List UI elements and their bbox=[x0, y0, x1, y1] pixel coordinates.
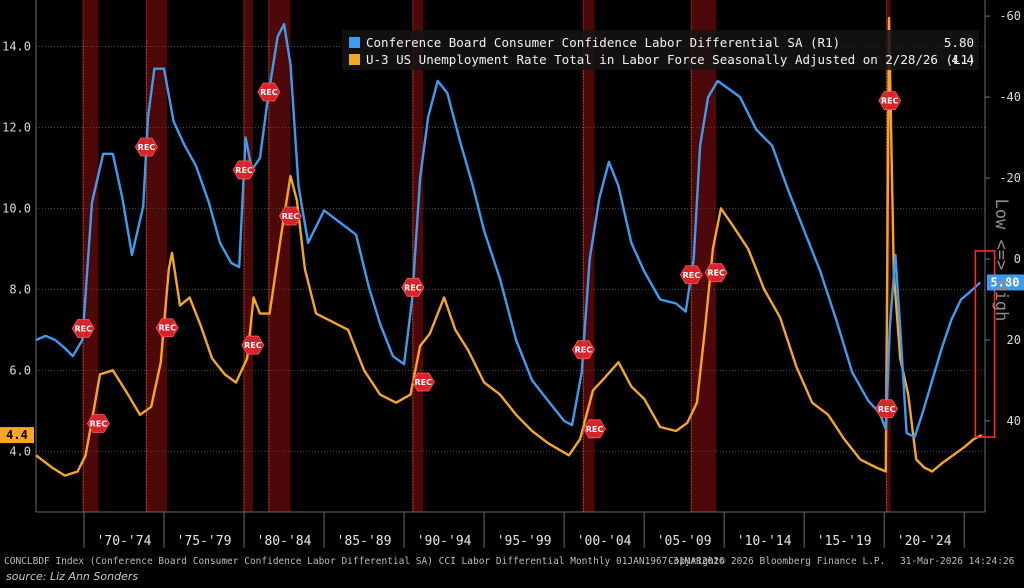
left-last-value-label: 4.4 bbox=[6, 428, 28, 442]
right-axis-rotated-label: Low <=> High bbox=[991, 199, 1011, 322]
right-last-value-tag bbox=[987, 274, 1024, 291]
x-tick-label: '85-'89 bbox=[337, 534, 392, 549]
recession-markers: REC REC REC REC REC REC REC REC REC REC REC REC REC R… bbox=[71, 82, 902, 439]
legend-background bbox=[342, 30, 979, 70]
legend: Conference Board Consumer Confidence Lab… bbox=[342, 30, 979, 70]
x-tick-label: '05-'09 bbox=[657, 534, 712, 549]
x-tick-label: '75-'79 bbox=[177, 534, 232, 549]
recession-band bbox=[583, 0, 595, 512]
rec-marker-label: REC bbox=[575, 346, 593, 355]
rec-marker bbox=[878, 91, 902, 111]
legend-value: 5.80 bbox=[944, 35, 974, 50]
rec-marker-label: REC bbox=[415, 378, 433, 387]
left-last-value-tag bbox=[0, 427, 34, 444]
left-tick-label: 14.0 bbox=[2, 39, 31, 53]
legend-swatch bbox=[349, 54, 360, 65]
x-tick-label: '90-'94 bbox=[417, 534, 472, 549]
footer-left: CONCLBDF Index (Conference Board Consume… bbox=[4, 556, 725, 567]
rec-marker bbox=[155, 318, 179, 338]
rec-marker bbox=[704, 263, 728, 283]
rec-marker-label: REC bbox=[404, 283, 422, 292]
legend-value: 4.4 bbox=[951, 52, 974, 67]
labor-differential-line bbox=[35, 23, 982, 439]
left-tick-label: 6.0 bbox=[9, 363, 31, 377]
recession-band bbox=[412, 0, 424, 512]
right-tick-label: -20 bbox=[999, 171, 1021, 185]
x-tick-label: '10-'14 bbox=[737, 534, 792, 549]
rec-marker bbox=[278, 206, 302, 226]
left-tick-label: 10.0 bbox=[2, 201, 31, 215]
footer-timestamp: 31-Mar-2026 14:24:26 bbox=[900, 556, 1015, 567]
rec-marker bbox=[257, 82, 281, 102]
legend-label: U-3 US Unemployment Rate Total in Labor … bbox=[366, 52, 976, 67]
x-tick-label: '80-'84 bbox=[257, 534, 312, 549]
recession-band bbox=[886, 0, 891, 512]
x-tick-label: '15-'19 bbox=[817, 534, 872, 549]
rec-marker-label: REC bbox=[683, 271, 701, 280]
x-tick-label: '70-'74 bbox=[97, 534, 152, 549]
right-tick-label: -40 bbox=[999, 90, 1021, 104]
right-tick-label: 20 bbox=[1007, 333, 1021, 347]
rec-marker bbox=[134, 137, 158, 157]
unemployment-rate-line bbox=[35, 16, 983, 477]
right-last-value-label: 5.80 bbox=[991, 275, 1020, 289]
left-tick-label: 12.0 bbox=[2, 120, 31, 134]
recession-band bbox=[268, 0, 291, 512]
left-tick-label: 4.0 bbox=[9, 444, 31, 458]
rec-marker bbox=[401, 277, 425, 297]
rec-marker-label: REC bbox=[586, 425, 604, 434]
rec-marker-label: REC bbox=[707, 269, 725, 278]
highlight-box bbox=[974, 250, 996, 438]
rec-marker-label: REC bbox=[90, 419, 108, 428]
legend-label: Conference Board Consumer Confidence Lab… bbox=[366, 35, 840, 50]
right-tick-label: 40 bbox=[1007, 414, 1021, 428]
right-tick-label: 0 bbox=[1014, 252, 1021, 266]
rec-marker bbox=[875, 399, 899, 419]
rec-marker-label: REC bbox=[244, 341, 262, 350]
rec-marker bbox=[583, 419, 606, 439]
rec-marker bbox=[411, 372, 435, 392]
rec-marker bbox=[86, 414, 110, 433]
legend-swatch bbox=[349, 37, 360, 48]
x-tick-label: '00-'04 bbox=[577, 534, 632, 549]
right-tick-label: -60 bbox=[999, 9, 1021, 23]
rec-marker bbox=[241, 335, 265, 355]
x-tick-label: '20-'24 bbox=[897, 534, 952, 549]
series-lines bbox=[35, 16, 983, 477]
x-tick-label: '95-'99 bbox=[497, 534, 552, 549]
left-tick-label: 8.0 bbox=[9, 282, 31, 296]
rec-marker-label: REC bbox=[881, 97, 899, 106]
recession-band bbox=[83, 0, 99, 512]
rec-marker-label: REC bbox=[282, 212, 300, 221]
recession-band bbox=[244, 0, 253, 512]
source-note: source: Liz Ann Sonders bbox=[6, 570, 139, 583]
rec-marker-label: REC bbox=[260, 88, 278, 97]
axes: 14.0 12.0 10.0 8.0 6.0 4.0 -60 -40 -20 0 20 40 '70-'… bbox=[2, 0, 1021, 549]
rec-marker-label: REC bbox=[158, 324, 176, 333]
rec-marker-label: REC bbox=[235, 166, 253, 175]
recession-band bbox=[146, 0, 168, 512]
footer-copyright: Copyright© 2026 Bloomberg Finance L.P. bbox=[668, 556, 886, 567]
rec-marker-label: REC bbox=[138, 143, 156, 152]
